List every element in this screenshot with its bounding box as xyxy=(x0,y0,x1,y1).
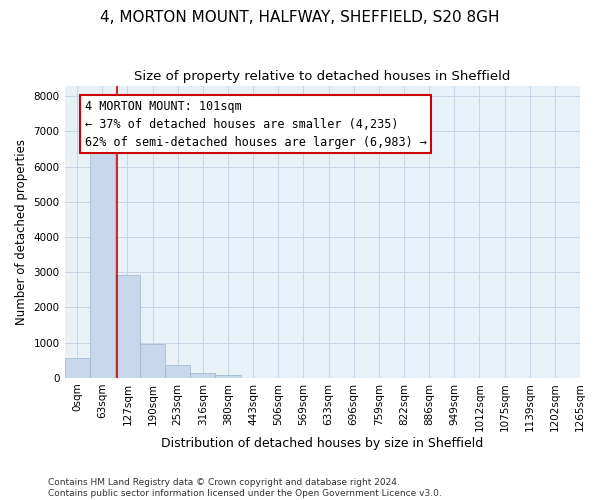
Bar xyxy=(140,344,165,378)
Text: 4, MORTON MOUNT, HALFWAY, SHEFFIELD, S20 8GH: 4, MORTON MOUNT, HALFWAY, SHEFFIELD, S20… xyxy=(100,10,500,25)
X-axis label: Distribution of detached houses by size in Sheffield: Distribution of detached houses by size … xyxy=(161,437,484,450)
Text: Contains HM Land Registry data © Crown copyright and database right 2024.
Contai: Contains HM Land Registry data © Crown c… xyxy=(48,478,442,498)
Bar xyxy=(165,365,190,378)
Bar xyxy=(115,275,140,378)
Bar xyxy=(190,372,215,378)
Bar xyxy=(89,152,115,378)
Text: 4 MORTON MOUNT: 101sqm
← 37% of detached houses are smaller (4,235)
62% of semi-: 4 MORTON MOUNT: 101sqm ← 37% of detached… xyxy=(85,100,427,148)
Bar xyxy=(215,376,241,378)
Y-axis label: Number of detached properties: Number of detached properties xyxy=(15,138,28,324)
Bar xyxy=(65,358,89,378)
Title: Size of property relative to detached houses in Sheffield: Size of property relative to detached ho… xyxy=(134,70,511,83)
